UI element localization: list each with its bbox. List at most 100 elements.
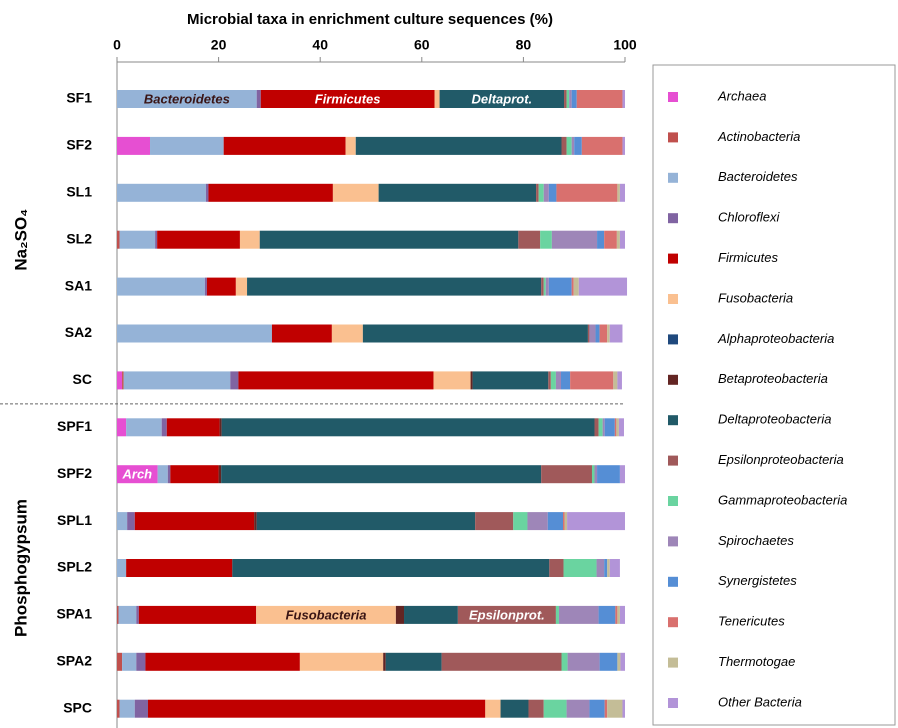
bar-segment — [256, 605, 396, 624]
bar-segment — [117, 559, 127, 577]
x-tick-label: 100 — [613, 37, 637, 53]
bar-segment — [513, 512, 528, 531]
legend-label: Firmicutes — [718, 250, 778, 265]
bar-segment — [617, 183, 620, 202]
bar-segment — [218, 465, 222, 484]
bar-segment — [549, 559, 564, 577]
bar-segment — [619, 465, 625, 484]
bar-segment — [536, 183, 539, 202]
bar-segment — [556, 183, 618, 202]
legend-swatch — [668, 172, 678, 183]
bar-segment — [548, 183, 557, 202]
bar-segment — [567, 652, 600, 671]
bar-segment — [609, 559, 620, 577]
bar-segment — [157, 465, 168, 484]
bar-segment — [594, 465, 598, 484]
bar-segment — [604, 230, 617, 249]
legend-label: Actinobacteria — [717, 129, 800, 144]
bar-segment — [599, 324, 608, 343]
bar-segment — [604, 418, 615, 437]
bar-segment — [299, 652, 384, 671]
y-tick-label: SPA2 — [56, 653, 92, 669]
bar-segment — [571, 90, 577, 108]
bar-segment — [596, 559, 605, 577]
bar-segment — [204, 277, 207, 296]
bar-segment — [117, 324, 272, 343]
x-tick-label: 0 — [113, 37, 121, 53]
bar-segment — [256, 90, 261, 108]
bar-segment — [118, 605, 137, 624]
bar-segment — [485, 699, 501, 718]
bar-segment — [548, 371, 551, 390]
annotation: Firmicutes — [315, 91, 381, 106]
legend-swatch — [668, 253, 678, 264]
bar-segment — [555, 605, 559, 624]
bar-segment — [617, 605, 620, 624]
bar-segment — [123, 371, 231, 390]
bar-segment — [247, 277, 542, 296]
bar-segment — [617, 371, 622, 390]
bar-segment — [206, 277, 236, 296]
bar-segment — [573, 277, 579, 296]
y-tick-label: SL1 — [66, 184, 92, 200]
y-tick-label: SL2 — [66, 230, 92, 246]
bar-segment — [230, 371, 239, 390]
bar-segment — [256, 512, 476, 531]
bar-segment — [545, 277, 549, 296]
bar-segment — [219, 418, 222, 437]
legend-swatch — [668, 698, 678, 708]
bar-segment — [254, 512, 257, 531]
bar-segment — [161, 418, 167, 437]
legend-swatch — [668, 536, 678, 547]
chart-title: Microbial taxa in enrichment culture seq… — [187, 11, 553, 28]
legend-swatch — [668, 132, 678, 143]
bar-segment — [439, 90, 565, 108]
bar-segment — [598, 418, 603, 437]
legend-swatch — [668, 334, 678, 345]
y-tick-label: SPF2 — [57, 465, 92, 481]
annotation: Epsilonprot. — [469, 607, 545, 622]
bar-segment — [205, 183, 209, 202]
bar-segment — [576, 90, 623, 108]
group-label: Na₂SO₄ — [11, 209, 30, 271]
y-tick-label: SF2 — [66, 137, 92, 153]
bar-segment — [550, 371, 556, 390]
legend-swatch — [668, 92, 678, 102]
bar-segment — [538, 183, 544, 202]
legend-label: Gammaproteobacteria — [718, 492, 847, 507]
bar-segment — [551, 230, 598, 249]
bar-segment — [604, 559, 608, 577]
bar-segment — [587, 324, 590, 343]
bar-segment — [166, 418, 220, 437]
annotation: Fusobacteria — [286, 607, 367, 622]
bar-segment — [223, 136, 346, 155]
legend-swatch — [668, 617, 678, 628]
bar-segment — [561, 136, 567, 155]
bar-segment — [622, 90, 625, 108]
legend-swatch — [668, 576, 678, 587]
bar-segment — [613, 371, 618, 390]
bar-segment — [620, 652, 625, 671]
bar-segment — [540, 230, 552, 249]
bar-segment — [117, 418, 127, 437]
bar-segment — [385, 652, 442, 671]
bar-segment — [117, 605, 119, 624]
bar-segment — [117, 136, 151, 155]
bar-segment — [597, 230, 605, 249]
bar-segment — [616, 418, 619, 437]
bar-segment — [259, 230, 519, 249]
y-tick-label: SC — [73, 371, 92, 387]
bar-segment — [566, 90, 570, 108]
bar-segment — [570, 371, 614, 390]
bar-segment — [155, 230, 158, 249]
bar-segment — [345, 136, 356, 155]
bar-segment — [136, 605, 139, 624]
bar-segment — [208, 183, 333, 202]
bar-segment — [597, 465, 620, 484]
bar-segment — [170, 465, 219, 484]
bar-segment — [527, 512, 548, 531]
bar-segment — [383, 652, 386, 671]
bar-segment — [564, 90, 567, 108]
bar-segment — [117, 90, 257, 108]
bar-segment — [604, 699, 608, 718]
